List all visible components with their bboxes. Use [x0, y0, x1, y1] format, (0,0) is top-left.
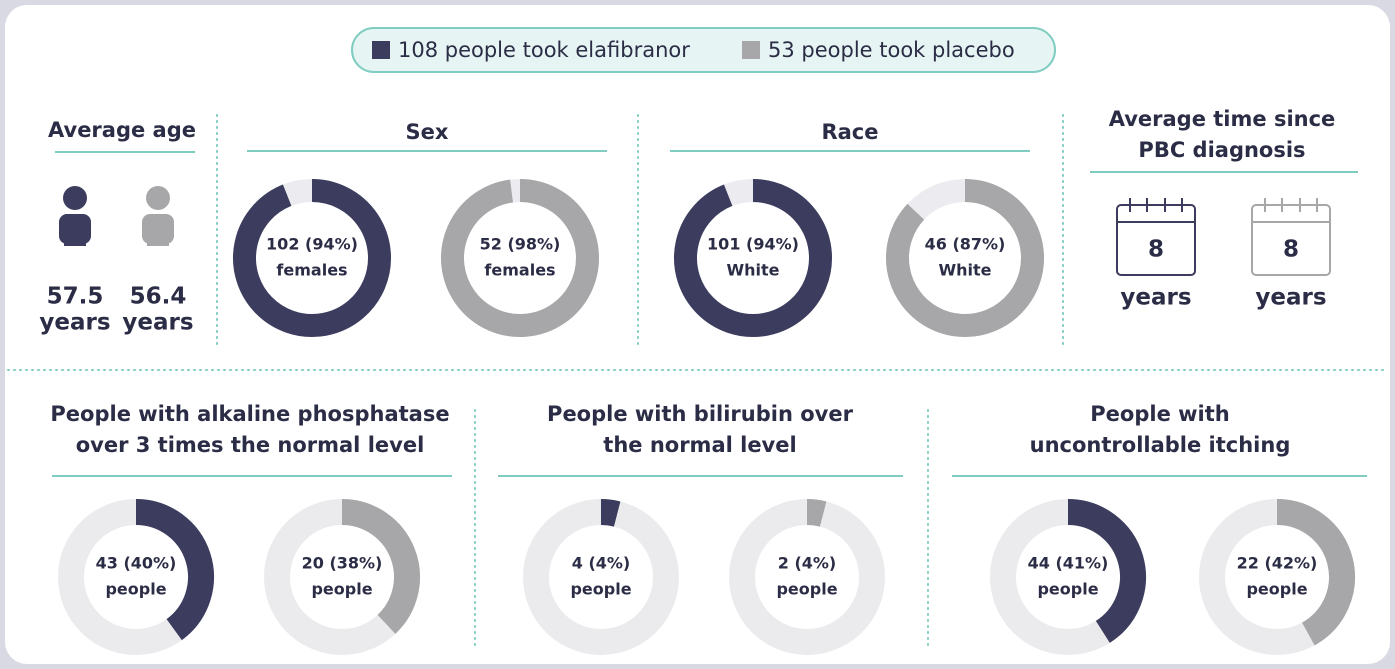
years-value: 8	[1148, 237, 1164, 263]
legend-label: 53 people took placebo	[768, 38, 1015, 62]
donut-arc	[441, 179, 599, 337]
donut-sub: White	[726, 261, 779, 280]
section-title: People with bilirubin over	[547, 402, 854, 426]
donut-label: 22 (42%)	[1237, 554, 1318, 573]
age-unit: years	[39, 310, 110, 336]
section-title: Average age	[48, 118, 196, 142]
donut-label: 102 (94%)	[266, 235, 358, 254]
donut-sub: people	[570, 580, 631, 599]
donut-label: 52 (98%)	[480, 235, 561, 254]
section-title: People with alkaline phosphatase	[50, 402, 449, 426]
person-icons	[59, 186, 174, 246]
donut-arc	[233, 179, 391, 337]
donut-arc	[135, 499, 214, 641]
donut-arc	[1276, 499, 1355, 646]
donut-sub: females	[276, 261, 347, 280]
separators	[7, 114, 1389, 646]
donut-label: 46 (87%)	[925, 235, 1006, 254]
donut-sub: females	[484, 261, 555, 280]
age-value: 56.4	[130, 284, 187, 310]
donut-label: 43 (40%)	[96, 554, 177, 573]
years-value: 8	[1283, 237, 1299, 263]
donut-arc	[674, 179, 832, 337]
section-title: the normal level	[603, 433, 796, 457]
section-title: Sex	[406, 120, 449, 144]
donut-arc	[1067, 499, 1146, 643]
calendar-icons	[1116, 198, 1331, 276]
donut-sub: people	[311, 580, 372, 599]
legend-swatch	[372, 41, 390, 59]
donut-label: 2 (4%)	[778, 554, 837, 573]
donut-label: 20 (38%)	[302, 554, 383, 573]
legend	[351, 27, 1056, 73]
legend-label: 108 people took elafibranor	[398, 38, 690, 62]
donut-label: 4 (4%)	[572, 554, 631, 573]
section-title: Average time since	[1109, 107, 1336, 131]
donut-arc	[886, 179, 1044, 337]
section-title: PBC diagnosis	[1138, 138, 1305, 162]
section-title: Race	[821, 120, 878, 144]
years-unit: years	[1120, 285, 1191, 311]
section-title: People with	[1090, 402, 1229, 426]
donut-label: 44 (41%)	[1028, 554, 1109, 573]
donut-sub: people	[1246, 580, 1307, 599]
donut-sub: White	[938, 261, 991, 280]
section-title: over 3 times the normal level	[76, 433, 425, 457]
donut-sub: people	[776, 580, 837, 599]
years-unit: years	[1255, 285, 1326, 311]
legend-swatch	[742, 41, 760, 59]
donut-sub: people	[1037, 580, 1098, 599]
section-title: uncontrollable itching	[1030, 433, 1291, 457]
donut-arc	[600, 499, 621, 527]
donut-sub: people	[105, 580, 166, 599]
panel	[5, 5, 1390, 664]
age-value: 57.5	[47, 284, 104, 310]
donut-arc	[806, 499, 827, 527]
donut-label: 101 (94%)	[707, 235, 799, 254]
age-unit: years	[122, 310, 193, 336]
donut-arc	[341, 499, 420, 634]
